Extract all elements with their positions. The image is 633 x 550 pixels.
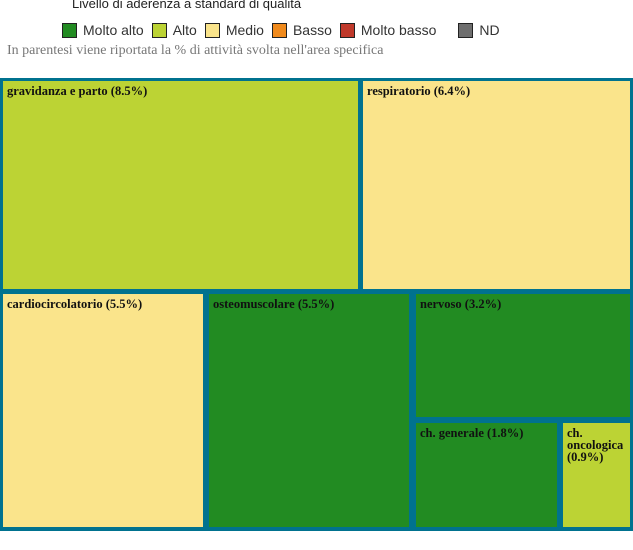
- tile-label: respiratorio (6.4%): [367, 84, 471, 98]
- legend-label: Medio: [225, 22, 264, 38]
- legend-label: Alto: [172, 22, 197, 38]
- legend-swatch: [204, 22, 220, 38]
- legend-label: Molto basso: [360, 22, 437, 38]
- chart-subtitle: In parentesi viene riportata la % di att…: [7, 43, 384, 58]
- treemap-tile[interactable]: osteomuscolare (5.5%): [209, 294, 409, 527]
- legend-swatch: [458, 22, 474, 38]
- legend-item[interactable]: Medio: [204, 22, 264, 38]
- treemap-tile[interactable]: respiratorio (6.4%): [363, 81, 630, 289]
- legend-item[interactable]: Molto basso: [339, 22, 437, 38]
- legend-label: Molto alto: [83, 22, 144, 38]
- legend-swatch: [271, 22, 287, 38]
- tile-label: ch. oncologica (0.9%): [567, 426, 624, 464]
- tile-label: nervoso (3.2%): [420, 297, 502, 311]
- legend-item[interactable]: Alto: [151, 22, 197, 38]
- legend: Molto alto Alto Medio Basso Molto basso ND: [62, 22, 508, 38]
- legend-label: Basso: [292, 22, 332, 38]
- treemap-tile[interactable]: ch. generale (1.8%): [416, 423, 557, 527]
- legend-item[interactable]: Basso: [271, 22, 332, 38]
- tile-label: gravidanza e parto (8.5%): [7, 84, 148, 98]
- legend-item[interactable]: Molto alto: [62, 22, 144, 38]
- tile-label: ch. generale (1.8%): [420, 426, 524, 440]
- legend-item[interactable]: ND: [458, 22, 500, 38]
- treemap-tile[interactable]: cardiocircolatorio (5.5%): [3, 294, 203, 527]
- legend-swatch: [151, 22, 167, 38]
- treemap-tile[interactable]: nervoso (3.2%): [416, 294, 630, 417]
- legend-label: ND: [479, 22, 500, 38]
- tile-label: osteomuscolare (5.5%): [213, 297, 335, 311]
- legend-swatch: [339, 22, 355, 38]
- treemap: gravidanza e parto (8.5%) respiratorio (6…: [0, 78, 633, 531]
- treemap-tile[interactable]: gravidanza e parto (8.5%): [3, 81, 358, 289]
- tile-label: cardiocircolatorio (5.5%): [7, 297, 143, 311]
- legend-swatch: [62, 22, 77, 38]
- treemap-tile[interactable]: ch. oncologica (0.9%): [563, 423, 630, 527]
- chart-title: Livello di aderenza a standard di qualit…: [72, 0, 302, 11]
